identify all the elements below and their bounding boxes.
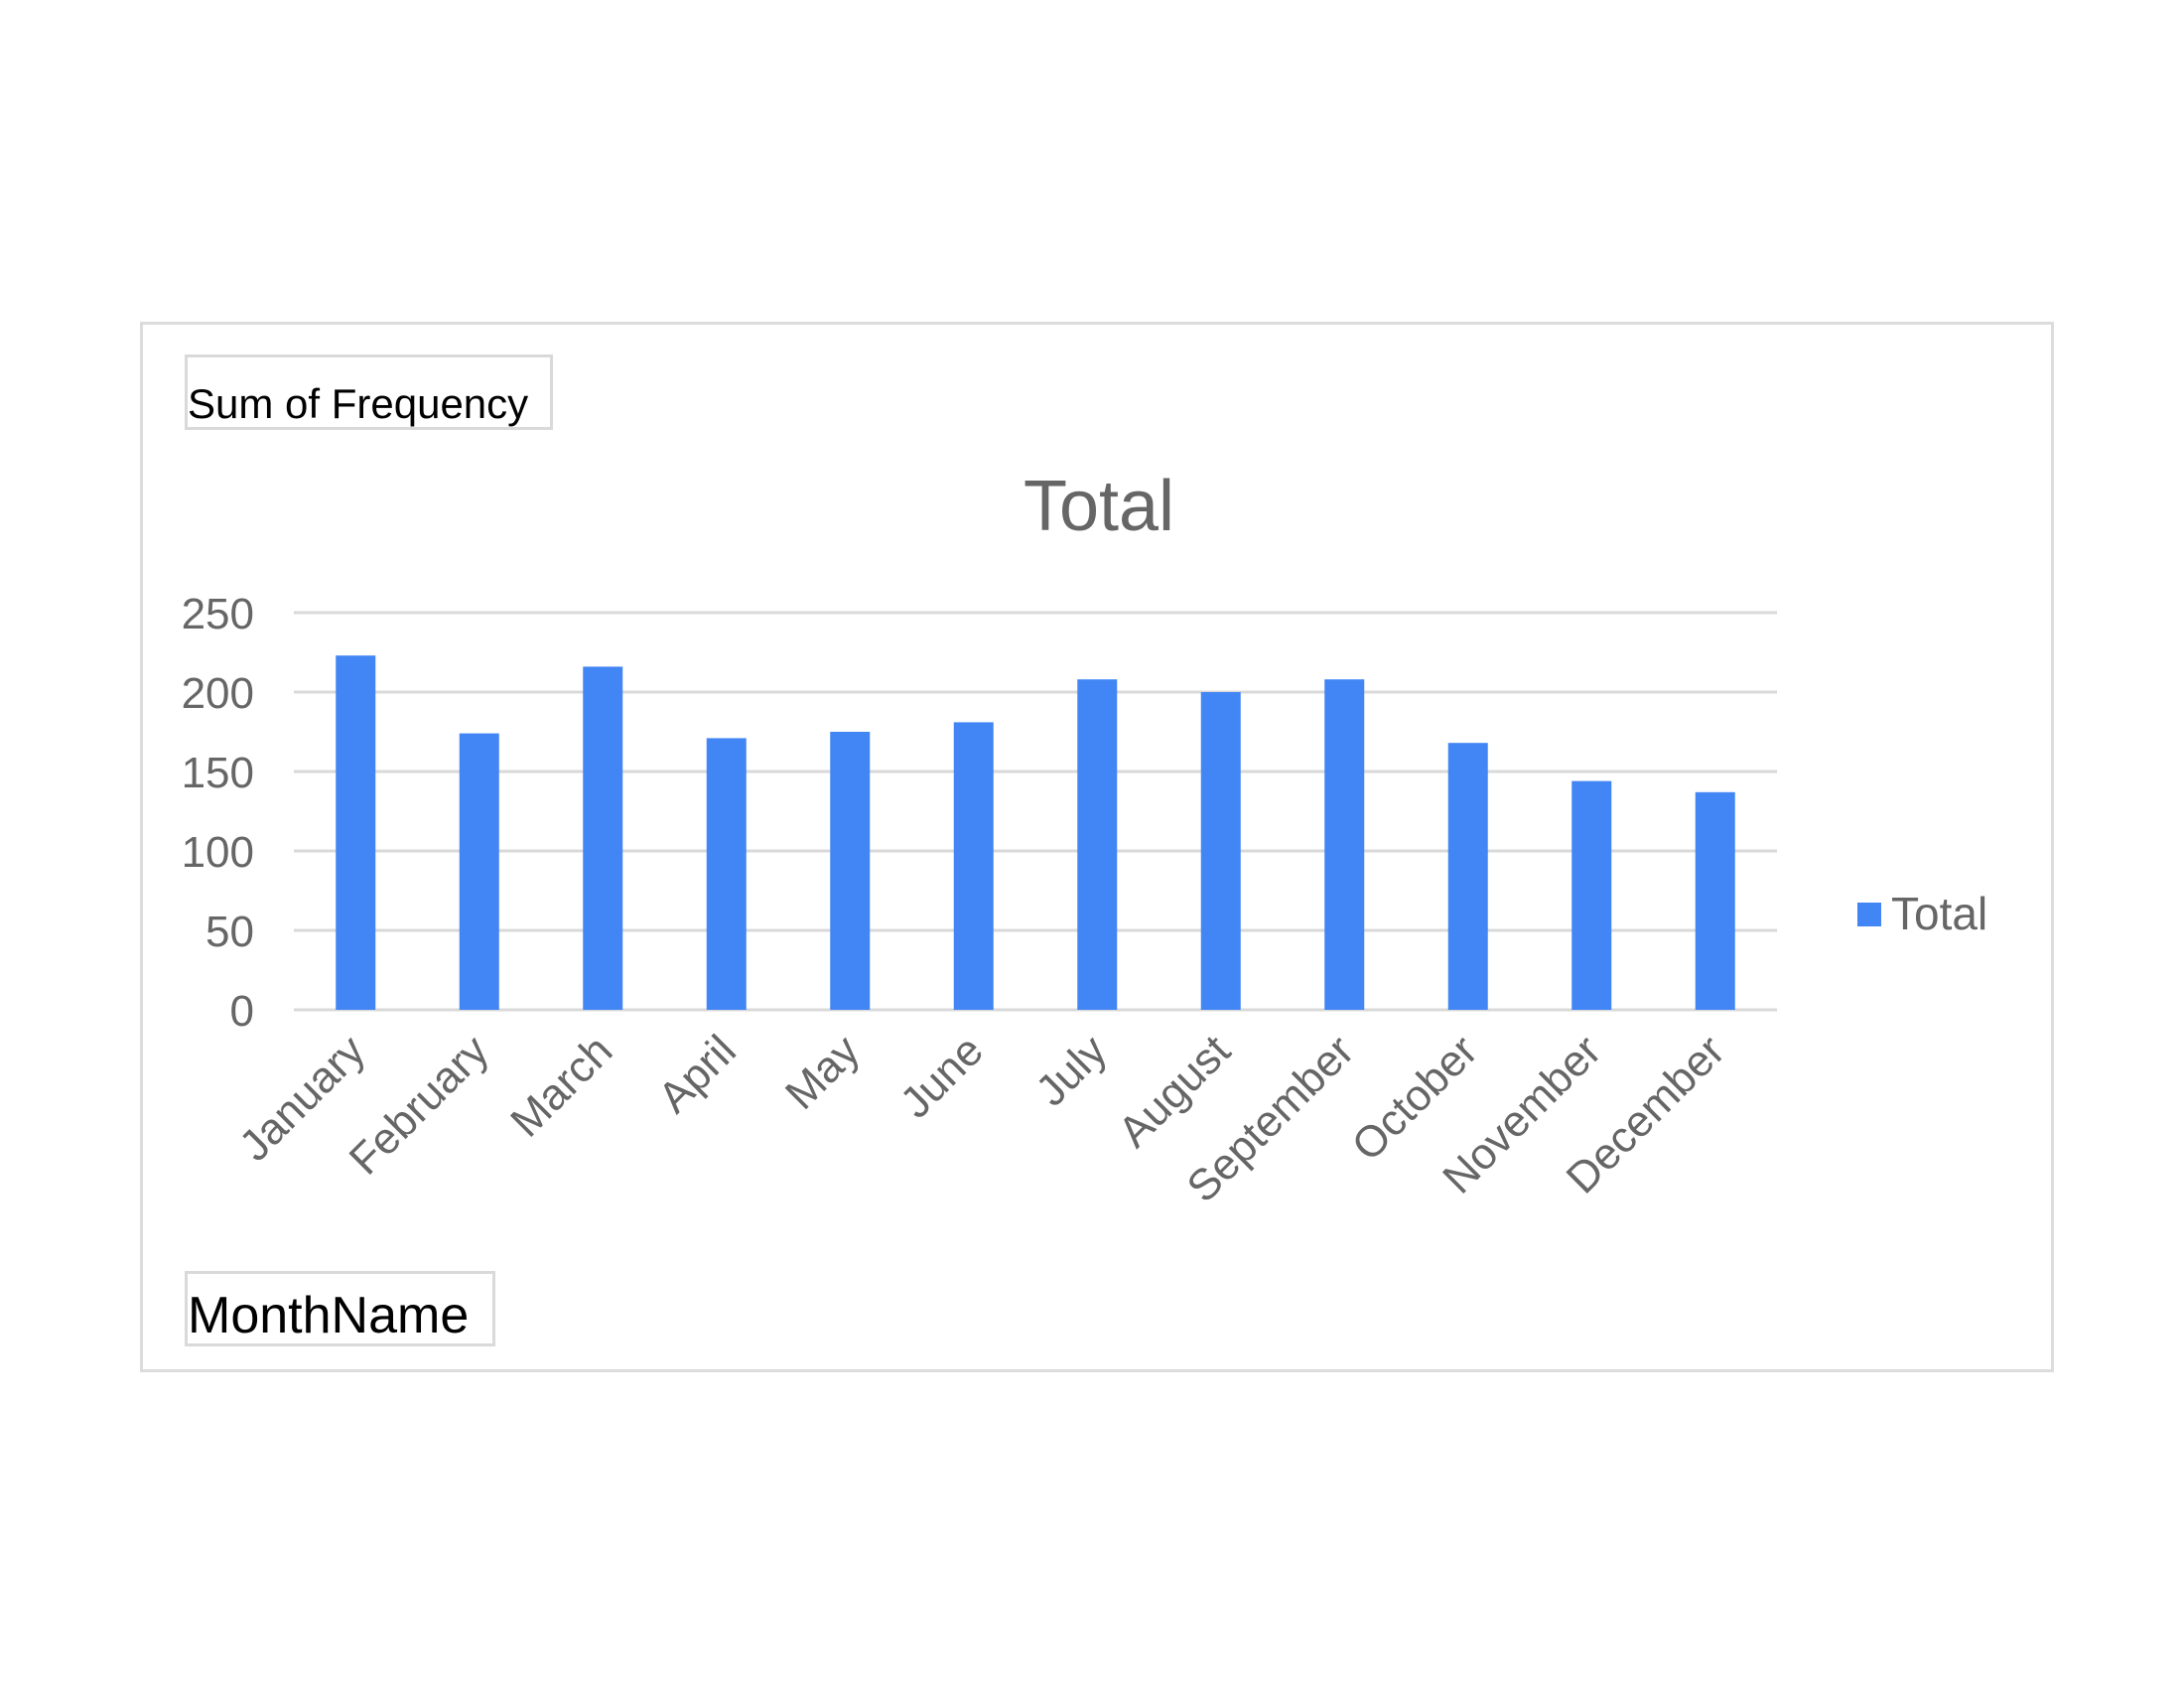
x-tick-label: March: [501, 1026, 621, 1146]
y-tick-label: 250: [182, 590, 254, 638]
y-tick-label: 100: [182, 828, 254, 877]
axis-field-button[interactable]: MonthName: [185, 1271, 495, 1346]
x-tick-label: April: [649, 1026, 746, 1122]
legend: Total: [1857, 888, 1987, 939]
bar-may: [830, 732, 871, 1010]
bar-october: [1447, 743, 1488, 1010]
bar-september: [1324, 679, 1365, 1010]
y-tick-label: 150: [182, 749, 254, 797]
y-tick-label: 0: [230, 987, 254, 1036]
bar-february: [459, 733, 499, 1010]
bar-july: [1077, 679, 1118, 1010]
bar-august: [1200, 692, 1241, 1010]
bar-november: [1571, 780, 1612, 1010]
y-tick-label: 200: [182, 669, 254, 718]
y-tick-label: 50: [205, 908, 254, 956]
bar-april: [706, 738, 747, 1010]
value-field-button[interactable]: Sum of Frequency: [185, 354, 553, 430]
legend-label-total: Total: [1891, 888, 1987, 939]
chart-frame: Sum of Frequency MonthName: [140, 322, 2054, 1372]
bar-june: [953, 722, 994, 1010]
bars: [336, 655, 1735, 1010]
chart-title: Total: [1024, 467, 1174, 546]
x-tick-label: July: [1026, 1026, 1116, 1115]
bar-january: [336, 655, 376, 1010]
bar-march: [583, 666, 623, 1010]
x-tick-label: May: [776, 1026, 869, 1118]
bar-december: [1695, 791, 1735, 1010]
legend-swatch-total: [1857, 903, 1881, 926]
gridlines: [294, 611, 1777, 1012]
x-tick-label: June: [891, 1026, 993, 1127]
y-axis-tick-labels: 0 50 100 150 200 250: [182, 590, 254, 1036]
